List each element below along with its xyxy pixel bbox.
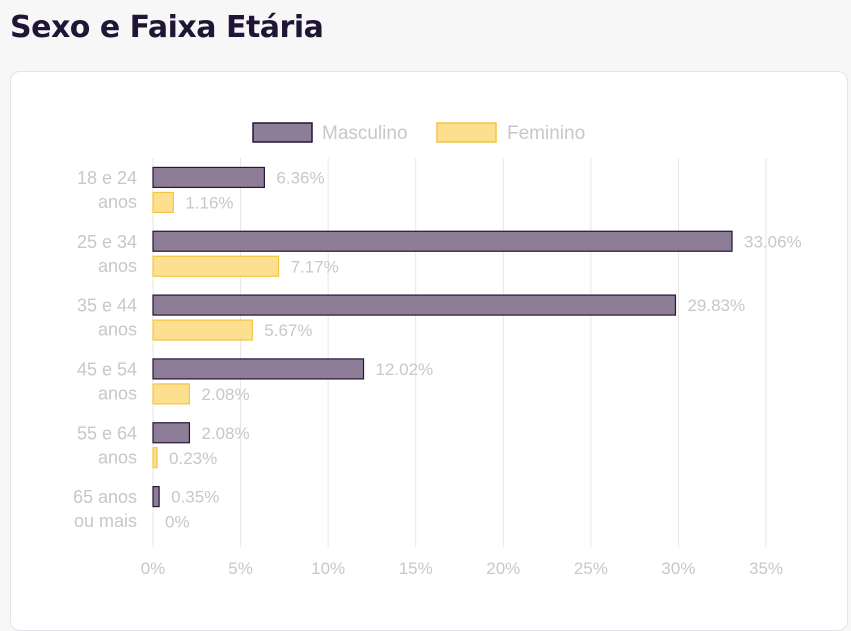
x-tick-label: 25% [574,559,608,578]
bars [152,166,733,508]
category-label: anos [98,256,137,276]
data-label: 5.67% [264,321,312,340]
bar-feminino [152,191,174,214]
category-label: anos [98,192,137,212]
bar-feminino [152,319,253,341]
category-label: anos [98,384,137,404]
category-label: 55 e 64 [77,423,137,443]
bar-masculino [152,422,191,444]
category-label: 18 e 24 [77,168,137,188]
bar-masculino [152,358,365,380]
x-tick-label: 20% [486,559,520,578]
data-label: 2.08% [201,424,249,443]
legend-swatch-feminino [436,122,497,143]
data-label: 0% [165,513,190,532]
chart-card [10,71,848,631]
category-label: anos [98,447,137,467]
legend: Masculino Feminino [252,122,585,144]
legend-swatch-masculino [252,122,313,143]
page-title: Sexo e Faixa Etária [10,10,324,45]
x-tick-label: 15% [399,559,433,578]
legend-label: Feminino [507,123,585,144]
bar-masculino [152,485,160,508]
labels: 0% 5% 10% 15% 20% 25% 30% 35% 6.36% 1.16% 18 e 24 a… [73,168,802,578]
x-tick-label: 30% [661,559,695,578]
bar-feminino [152,447,158,469]
category-label: 65 anos [73,487,137,507]
x-tick-label: 35% [749,559,783,578]
grid-lines [152,158,767,547]
bar-feminino [152,383,191,405]
data-label: 6.36% [276,168,324,187]
data-label: 1.16% [185,193,233,212]
bar-feminino [152,255,280,277]
bar-masculino [152,230,733,252]
x-tick-label: 0% [141,559,166,578]
x-tick-label: 5% [228,559,253,578]
bar-masculino [152,294,677,316]
category-label: 35 e 44 [77,296,137,316]
bar-masculino [152,166,265,189]
x-tick-label: 10% [311,559,345,578]
category-label: 25 e 34 [77,232,137,252]
legend-label: Masculino [322,123,408,144]
data-label: 33.06% [744,232,802,251]
data-label: 0.35% [171,488,219,507]
data-label: 2.08% [201,385,249,404]
category-label: 45 e 54 [77,360,137,380]
data-label: 12.02% [376,360,434,379]
data-label: 7.17% [291,257,339,276]
data-label: 0.23% [169,449,217,468]
category-label: anos [98,320,137,340]
data-label: 29.83% [687,296,745,315]
category-label: ou mais [74,511,137,531]
